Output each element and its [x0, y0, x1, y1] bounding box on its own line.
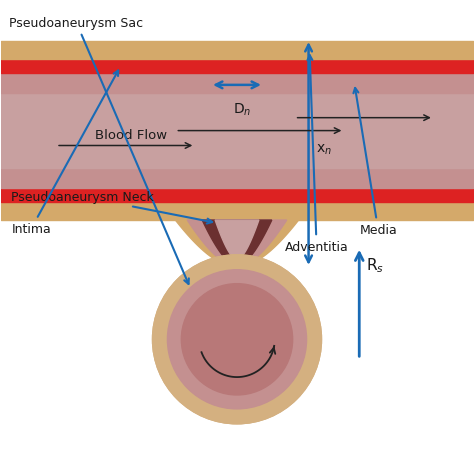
Circle shape	[153, 255, 321, 424]
Circle shape	[182, 284, 292, 395]
Polygon shape	[202, 221, 272, 263]
Circle shape	[167, 270, 307, 409]
Polygon shape	[215, 221, 259, 258]
Polygon shape	[187, 221, 287, 263]
Text: Media: Media	[354, 89, 397, 237]
Text: Pseudoaneurysm Neck: Pseudoaneurysm Neck	[11, 191, 212, 224]
Text: Blood Flow: Blood Flow	[95, 129, 167, 142]
Polygon shape	[157, 263, 317, 339]
Text: D$_n$: D$_n$	[233, 101, 251, 118]
Text: Pseudoaneurysm Sac: Pseudoaneurysm Sac	[9, 17, 189, 284]
Text: Intima: Intima	[11, 71, 118, 236]
Text: R$_s$: R$_s$	[366, 256, 384, 274]
Polygon shape	[229, 263, 245, 320]
Circle shape	[153, 255, 321, 424]
Circle shape	[182, 284, 292, 395]
Text: Adventitia: Adventitia	[285, 56, 348, 253]
Circle shape	[167, 270, 307, 409]
Polygon shape	[175, 221, 299, 263]
Text: x$_n$: x$_n$	[316, 142, 331, 157]
Polygon shape	[173, 263, 301, 334]
